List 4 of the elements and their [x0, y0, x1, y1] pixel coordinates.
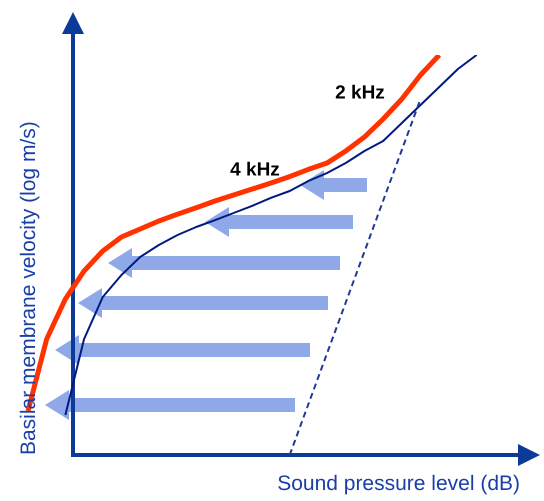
annotation: 4 kHz [230, 160, 280, 180]
annotation: 2 kHz [335, 82, 385, 104]
x-axis-title: Sound pressure level (dB) [277, 472, 520, 495]
y-axis-title: Basilar membrane velocity (log m/s) [17, 121, 40, 455]
